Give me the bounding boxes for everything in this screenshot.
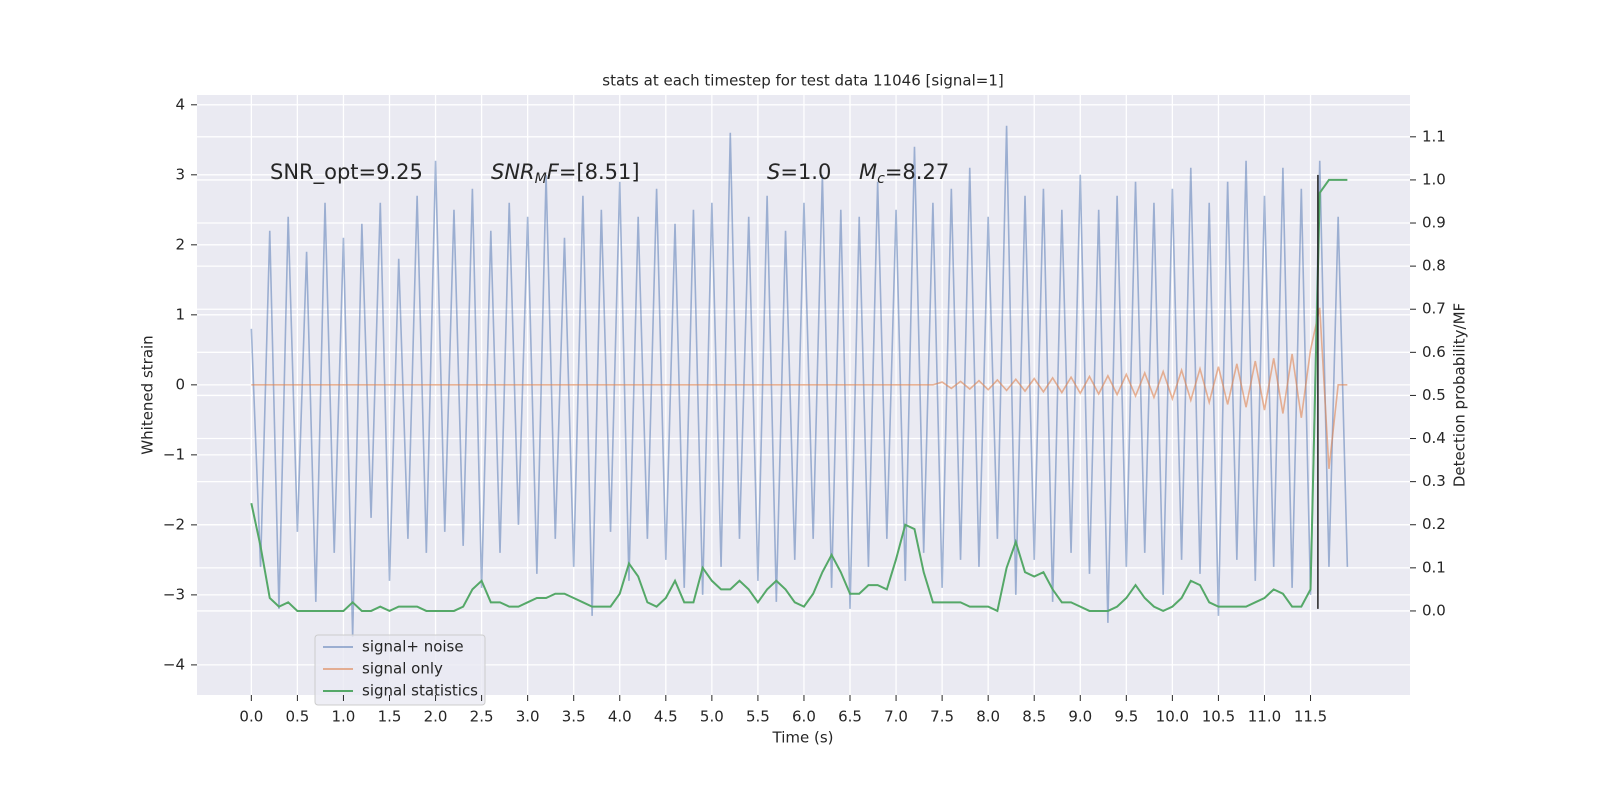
y-tick-label: 0 [175, 375, 185, 393]
y2-tick-label: 0.0 [1422, 601, 1446, 619]
series-line [250, 178, 1348, 613]
annotations: SNR_opt=9.25 SNRMF=[8.51] S=1.0 Mc=8.27 [270, 160, 949, 187]
x-axis-label: Time (s) [772, 729, 834, 747]
y-tick-label: −2 [163, 515, 185, 533]
series-line [250, 125, 1349, 637]
y2-tick-label: 1.1 [1422, 127, 1446, 145]
x-tick-label: 1.0 [332, 708, 356, 726]
y-axis-label: Whitened strain [139, 335, 157, 454]
x-tick-label: 0.5 [285, 708, 309, 726]
y2-tick-label: 0.3 [1422, 472, 1446, 490]
x-tick-label: 11.0 [1248, 708, 1281, 726]
annotation-part: =8.27 [885, 160, 949, 184]
y2-tick-label: 0.1 [1422, 558, 1446, 576]
annotation-part: S [767, 160, 780, 184]
marks [250, 125, 1349, 637]
x-tick-label: 7.0 [884, 708, 908, 726]
x-tick-label: 4.5 [654, 708, 678, 726]
annotation: S=1.0 [767, 160, 831, 184]
x-tick-label: 9.0 [1068, 708, 1092, 726]
annotation: SNR_opt=9.25 [270, 160, 423, 185]
chart-title: stats at each timestep for test data 110… [602, 72, 1003, 90]
x-tick-label: 9.5 [1114, 708, 1138, 726]
x-tick-label: 5.5 [746, 708, 770, 726]
legend-label: signal statistics [362, 682, 478, 700]
y2-tick-label: 0.6 [1422, 343, 1446, 361]
annotation: SNRMF=[8.51] [491, 160, 640, 187]
x-tick-label: 3.5 [562, 708, 586, 726]
x-tick-label: 3.0 [516, 708, 540, 726]
annotation-part: =[8.51] [559, 160, 640, 184]
x-tick-label: 11.5 [1294, 708, 1327, 726]
legend-label: signal+ noise [362, 638, 464, 656]
x-tick-label: 8.0 [976, 708, 1000, 726]
y2-tick-label: 1.0 [1422, 170, 1446, 188]
x-tick-label: 6.0 [792, 708, 816, 726]
annotation: Mc=8.27 [859, 160, 949, 187]
legend-label: signal only [362, 660, 443, 678]
y2-tick-label: 0.5 [1422, 386, 1446, 404]
annotation-part: M [859, 160, 877, 184]
x-tick-label: 2.0 [424, 708, 448, 726]
x-tick-label: 8.5 [1022, 708, 1046, 726]
y2-tick-label: 0.9 [1422, 214, 1446, 232]
y-tick-label: −4 [163, 655, 185, 673]
y2-axis-label: Detection probability/MF [1451, 303, 1469, 487]
annotation-part: SNR_opt=9.25 [270, 160, 423, 185]
annotation-part: SNR [491, 160, 535, 184]
x-tick-label: 0.0 [239, 708, 263, 726]
y-tick-label: 2 [175, 235, 185, 253]
y-tick-label: 1 [175, 305, 185, 323]
y-tick-label: 3 [175, 165, 185, 183]
legend: signal+ noise signal only signal statistic… [314, 634, 486, 706]
y-tick-label: 4 [175, 95, 185, 113]
y-tick-label: −3 [163, 585, 185, 603]
x-tick-label: 2.5 [470, 708, 494, 726]
x-tick-label: 1.5 [378, 708, 402, 726]
x-tick-label: 5.0 [700, 708, 724, 726]
x-tick-label: 4.0 [608, 708, 632, 726]
annotation-part: c [877, 171, 885, 187]
annotation-part: M [535, 171, 547, 187]
x-tick-label: 6.5 [838, 708, 862, 726]
x-tick-label: 10.5 [1202, 708, 1235, 726]
y-tick-label: −1 [163, 445, 185, 463]
y2-tick-label: 0.8 [1422, 257, 1446, 275]
legend-box [314, 634, 486, 706]
annotation-part: F [547, 160, 560, 184]
x-tick-label: 7.5 [930, 708, 954, 726]
annotation-part: =1.0 [780, 160, 831, 184]
y2-tick-label: 0.7 [1422, 300, 1446, 318]
y2-tick-label: 0.4 [1422, 429, 1446, 447]
x-tick-label: 10.0 [1156, 708, 1189, 726]
series-line [251, 307, 1348, 469]
y2-tick-label: 0.2 [1422, 515, 1446, 533]
